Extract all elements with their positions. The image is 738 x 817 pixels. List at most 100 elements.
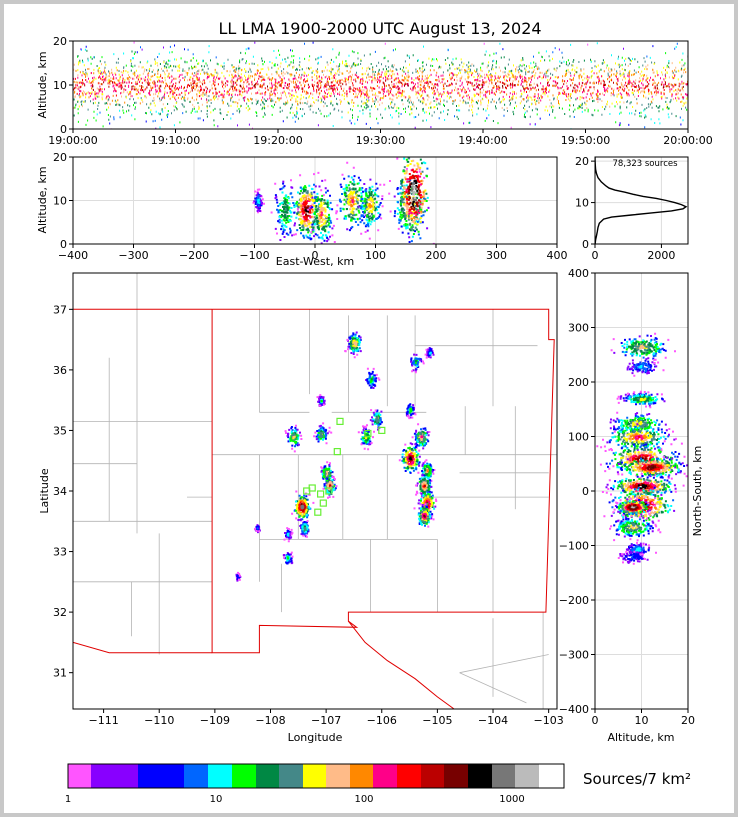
plan-cluster-marks: [287, 426, 299, 447]
ns-cluster-marks: [624, 522, 643, 532]
plan-cluster-marks: [426, 469, 429, 473]
colorbar-tick-label: 1: [65, 794, 71, 805]
plan-cluster-marks: [421, 462, 434, 481]
plan-cluster-marks: [300, 504, 305, 510]
ew-cluster-marks: [309, 179, 334, 244]
plan-cluster-marks: [370, 409, 377, 433]
state-boundary: [211, 308, 555, 654]
station-marker: [319, 499, 327, 507]
x-tick-label: −106: [367, 714, 397, 727]
ew-cluster-marks: [342, 181, 363, 222]
ns-cluster-marks: [637, 484, 647, 490]
y-tick-label: 10: [575, 197, 589, 210]
ns-cluster-marks: [608, 427, 667, 451]
y-tick-label: −300: [559, 649, 589, 662]
y-tick-label: 300: [568, 322, 589, 335]
ns-cluster-marks: [636, 460, 673, 476]
plan-cluster-marks: [410, 357, 423, 371]
source-density-marks: [74, 48, 688, 128]
x-tick-label: 20: [681, 714, 695, 727]
plan-cluster-marks: [286, 428, 301, 446]
ew-cluster-marks: [347, 193, 356, 213]
station-marker: [378, 426, 386, 434]
plan-cluster-marks: [283, 551, 294, 559]
plan-cluster-marks: [352, 335, 361, 352]
colorbar-tick-label: 10: [210, 794, 223, 805]
plan-cluster-marks: [319, 431, 324, 438]
colorbar-swatch: [444, 764, 468, 788]
x-tick-label: −111: [88, 714, 118, 727]
plan-cluster-marks: [291, 490, 315, 528]
plan-cluster-marks: [370, 378, 373, 381]
ns-cluster-marks: [609, 513, 662, 544]
plan-cluster-marks: [329, 484, 332, 487]
y-tick-label: 31: [53, 667, 67, 680]
colorbar-swatch: [303, 764, 326, 788]
plan-cluster-marks: [421, 481, 428, 491]
y-tick-label: 37: [53, 303, 67, 316]
x-tick-label: 10: [635, 714, 649, 727]
source-density-marks: [93, 42, 688, 129]
plan-cluster-marks: [286, 532, 290, 537]
ns-cluster-marks: [622, 417, 657, 431]
plan-cluster-marks: [421, 504, 433, 520]
station-marker: [333, 448, 341, 456]
y-tick-label: 100: [568, 431, 589, 444]
ew-cluster-marks: [426, 227, 429, 230]
plan-cluster-marks: [405, 403, 415, 417]
colorbar-swatch: [232, 764, 256, 788]
plan-cluster-marks: [348, 332, 362, 348]
ew-cluster-marks: [347, 188, 359, 215]
ns-cluster-marks: [620, 500, 646, 514]
ns-cluster-marks: [619, 551, 649, 564]
x-tick-label: 300: [486, 249, 507, 262]
station-marker: [325, 487, 333, 495]
ns-cluster-marks: [620, 520, 647, 535]
plan-cluster-marks: [316, 394, 325, 407]
plan-cluster-marks: [375, 409, 383, 429]
ns-cluster-marks: [621, 339, 663, 357]
state-boundary: [73, 641, 213, 654]
ns-cluster-marks: [639, 397, 647, 402]
county-boundary: [459, 654, 549, 674]
ew-cluster-marks: [351, 199, 354, 204]
colorbar-swatch: [515, 764, 539, 788]
ew-cluster-marks: [257, 198, 261, 205]
x-tick-label: 0: [592, 714, 599, 727]
plan-view-panel: −111 −110 −109 −108 −107 −106 −105 −104 −103 31 32…: [38, 272, 564, 744]
ns-cluster-marks: [629, 359, 657, 374]
y-tick-label: 33: [53, 546, 67, 559]
altitude-profile-line: [595, 157, 688, 244]
colorbar-swatch: [138, 764, 184, 788]
y-tick-label: 20: [575, 155, 589, 168]
y-tick-label: 35: [53, 424, 67, 437]
plan-cluster-marks: [420, 509, 429, 523]
x-tick-label: −107: [311, 714, 341, 727]
x-tick-label: 0: [312, 249, 319, 262]
source-density-marks: [73, 49, 688, 122]
y-tick-label: 0: [582, 238, 589, 251]
ew-cluster-marks: [363, 188, 378, 222]
x-tick-label: −200: [179, 249, 209, 262]
plan-cluster-marks: [375, 416, 380, 423]
y-tick-label: 10: [53, 195, 67, 208]
x-tick-label: 400: [547, 249, 568, 262]
plan-cluster-marks: [423, 514, 426, 518]
ns-cluster-marks: [636, 461, 669, 474]
plan-cluster-marks: [292, 436, 295, 438]
station-marker: [317, 490, 325, 498]
plan-cluster-marks: [283, 553, 293, 565]
ew-height-xlabel: East-West, km: [276, 255, 354, 268]
colorbar-swatch: [208, 764, 232, 788]
altitude-histogram-panel: 0 2000 0 10 20 78,323 sources: [575, 155, 689, 262]
ns-cluster-marks: [627, 340, 656, 355]
ns-height-xlabel: Altitude, km: [607, 731, 674, 744]
plan-cluster-marks: [411, 360, 425, 374]
plan-cluster-marks: [417, 431, 426, 443]
y-tick-label: 32: [53, 606, 67, 619]
plan-cluster-marks: [366, 367, 381, 381]
ns-height-ylabel: North-South, km: [691, 446, 704, 537]
colorbar-swatch: [279, 764, 303, 788]
plan-view-xlabel: Longitude: [288, 731, 343, 744]
ew-cluster-marks: [408, 179, 419, 207]
